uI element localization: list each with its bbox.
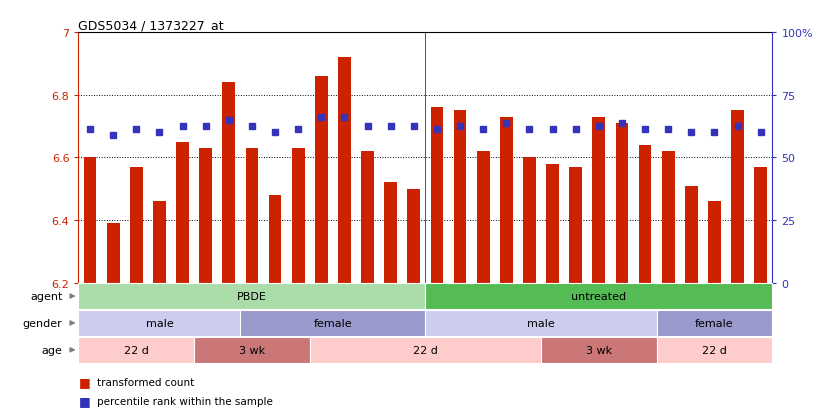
Bar bbox=[731, 111, 744, 283]
Bar bbox=[638, 145, 652, 283]
Text: 22 d: 22 d bbox=[124, 345, 149, 355]
Bar bbox=[685, 186, 698, 283]
Bar bbox=[78, 284, 425, 309]
Bar bbox=[569, 167, 582, 283]
Bar bbox=[754, 167, 767, 283]
Bar bbox=[199, 149, 212, 283]
Text: male: male bbox=[527, 318, 555, 328]
Bar bbox=[592, 117, 605, 283]
Bar bbox=[657, 337, 772, 363]
Text: untreated: untreated bbox=[572, 291, 626, 301]
Bar bbox=[245, 149, 259, 283]
Bar bbox=[83, 158, 97, 283]
Text: transformed count: transformed count bbox=[97, 377, 194, 387]
Text: agent: agent bbox=[30, 291, 62, 301]
Bar bbox=[338, 58, 351, 283]
Text: 22 d: 22 d bbox=[702, 345, 727, 355]
Bar bbox=[130, 167, 143, 283]
Bar bbox=[361, 152, 374, 283]
Bar bbox=[176, 142, 189, 283]
Bar bbox=[657, 311, 772, 336]
Bar bbox=[310, 337, 541, 363]
Text: 3 wk: 3 wk bbox=[239, 345, 265, 355]
Bar bbox=[615, 123, 629, 283]
Bar bbox=[425, 284, 772, 309]
Bar bbox=[430, 108, 444, 283]
Bar bbox=[268, 195, 282, 283]
Bar bbox=[107, 223, 120, 283]
Text: female: female bbox=[695, 318, 733, 328]
Bar bbox=[662, 152, 675, 283]
Bar bbox=[78, 311, 240, 336]
Bar bbox=[315, 77, 328, 283]
Bar bbox=[222, 83, 235, 283]
Text: ■: ■ bbox=[78, 375, 90, 389]
Text: percentile rank within the sample: percentile rank within the sample bbox=[97, 396, 273, 406]
Bar bbox=[541, 337, 657, 363]
Bar bbox=[78, 337, 194, 363]
Text: female: female bbox=[314, 318, 352, 328]
Bar bbox=[194, 337, 310, 363]
Bar bbox=[407, 189, 420, 283]
Text: ■: ■ bbox=[78, 394, 90, 407]
Bar bbox=[708, 202, 721, 283]
Bar bbox=[500, 117, 513, 283]
Text: 3 wk: 3 wk bbox=[586, 345, 612, 355]
Bar bbox=[523, 158, 536, 283]
Text: male: male bbox=[145, 318, 173, 328]
Text: age: age bbox=[41, 345, 62, 355]
Bar bbox=[425, 311, 657, 336]
Bar bbox=[292, 149, 305, 283]
Text: 22 d: 22 d bbox=[413, 345, 438, 355]
Bar bbox=[240, 311, 425, 336]
Text: GDS5034 / 1373227_at: GDS5034 / 1373227_at bbox=[78, 19, 224, 32]
Text: PBDE: PBDE bbox=[237, 291, 267, 301]
Bar bbox=[453, 111, 467, 283]
Text: gender: gender bbox=[22, 318, 62, 328]
Bar bbox=[546, 164, 559, 283]
Bar bbox=[384, 183, 397, 283]
Bar bbox=[477, 152, 490, 283]
Bar bbox=[153, 202, 166, 283]
